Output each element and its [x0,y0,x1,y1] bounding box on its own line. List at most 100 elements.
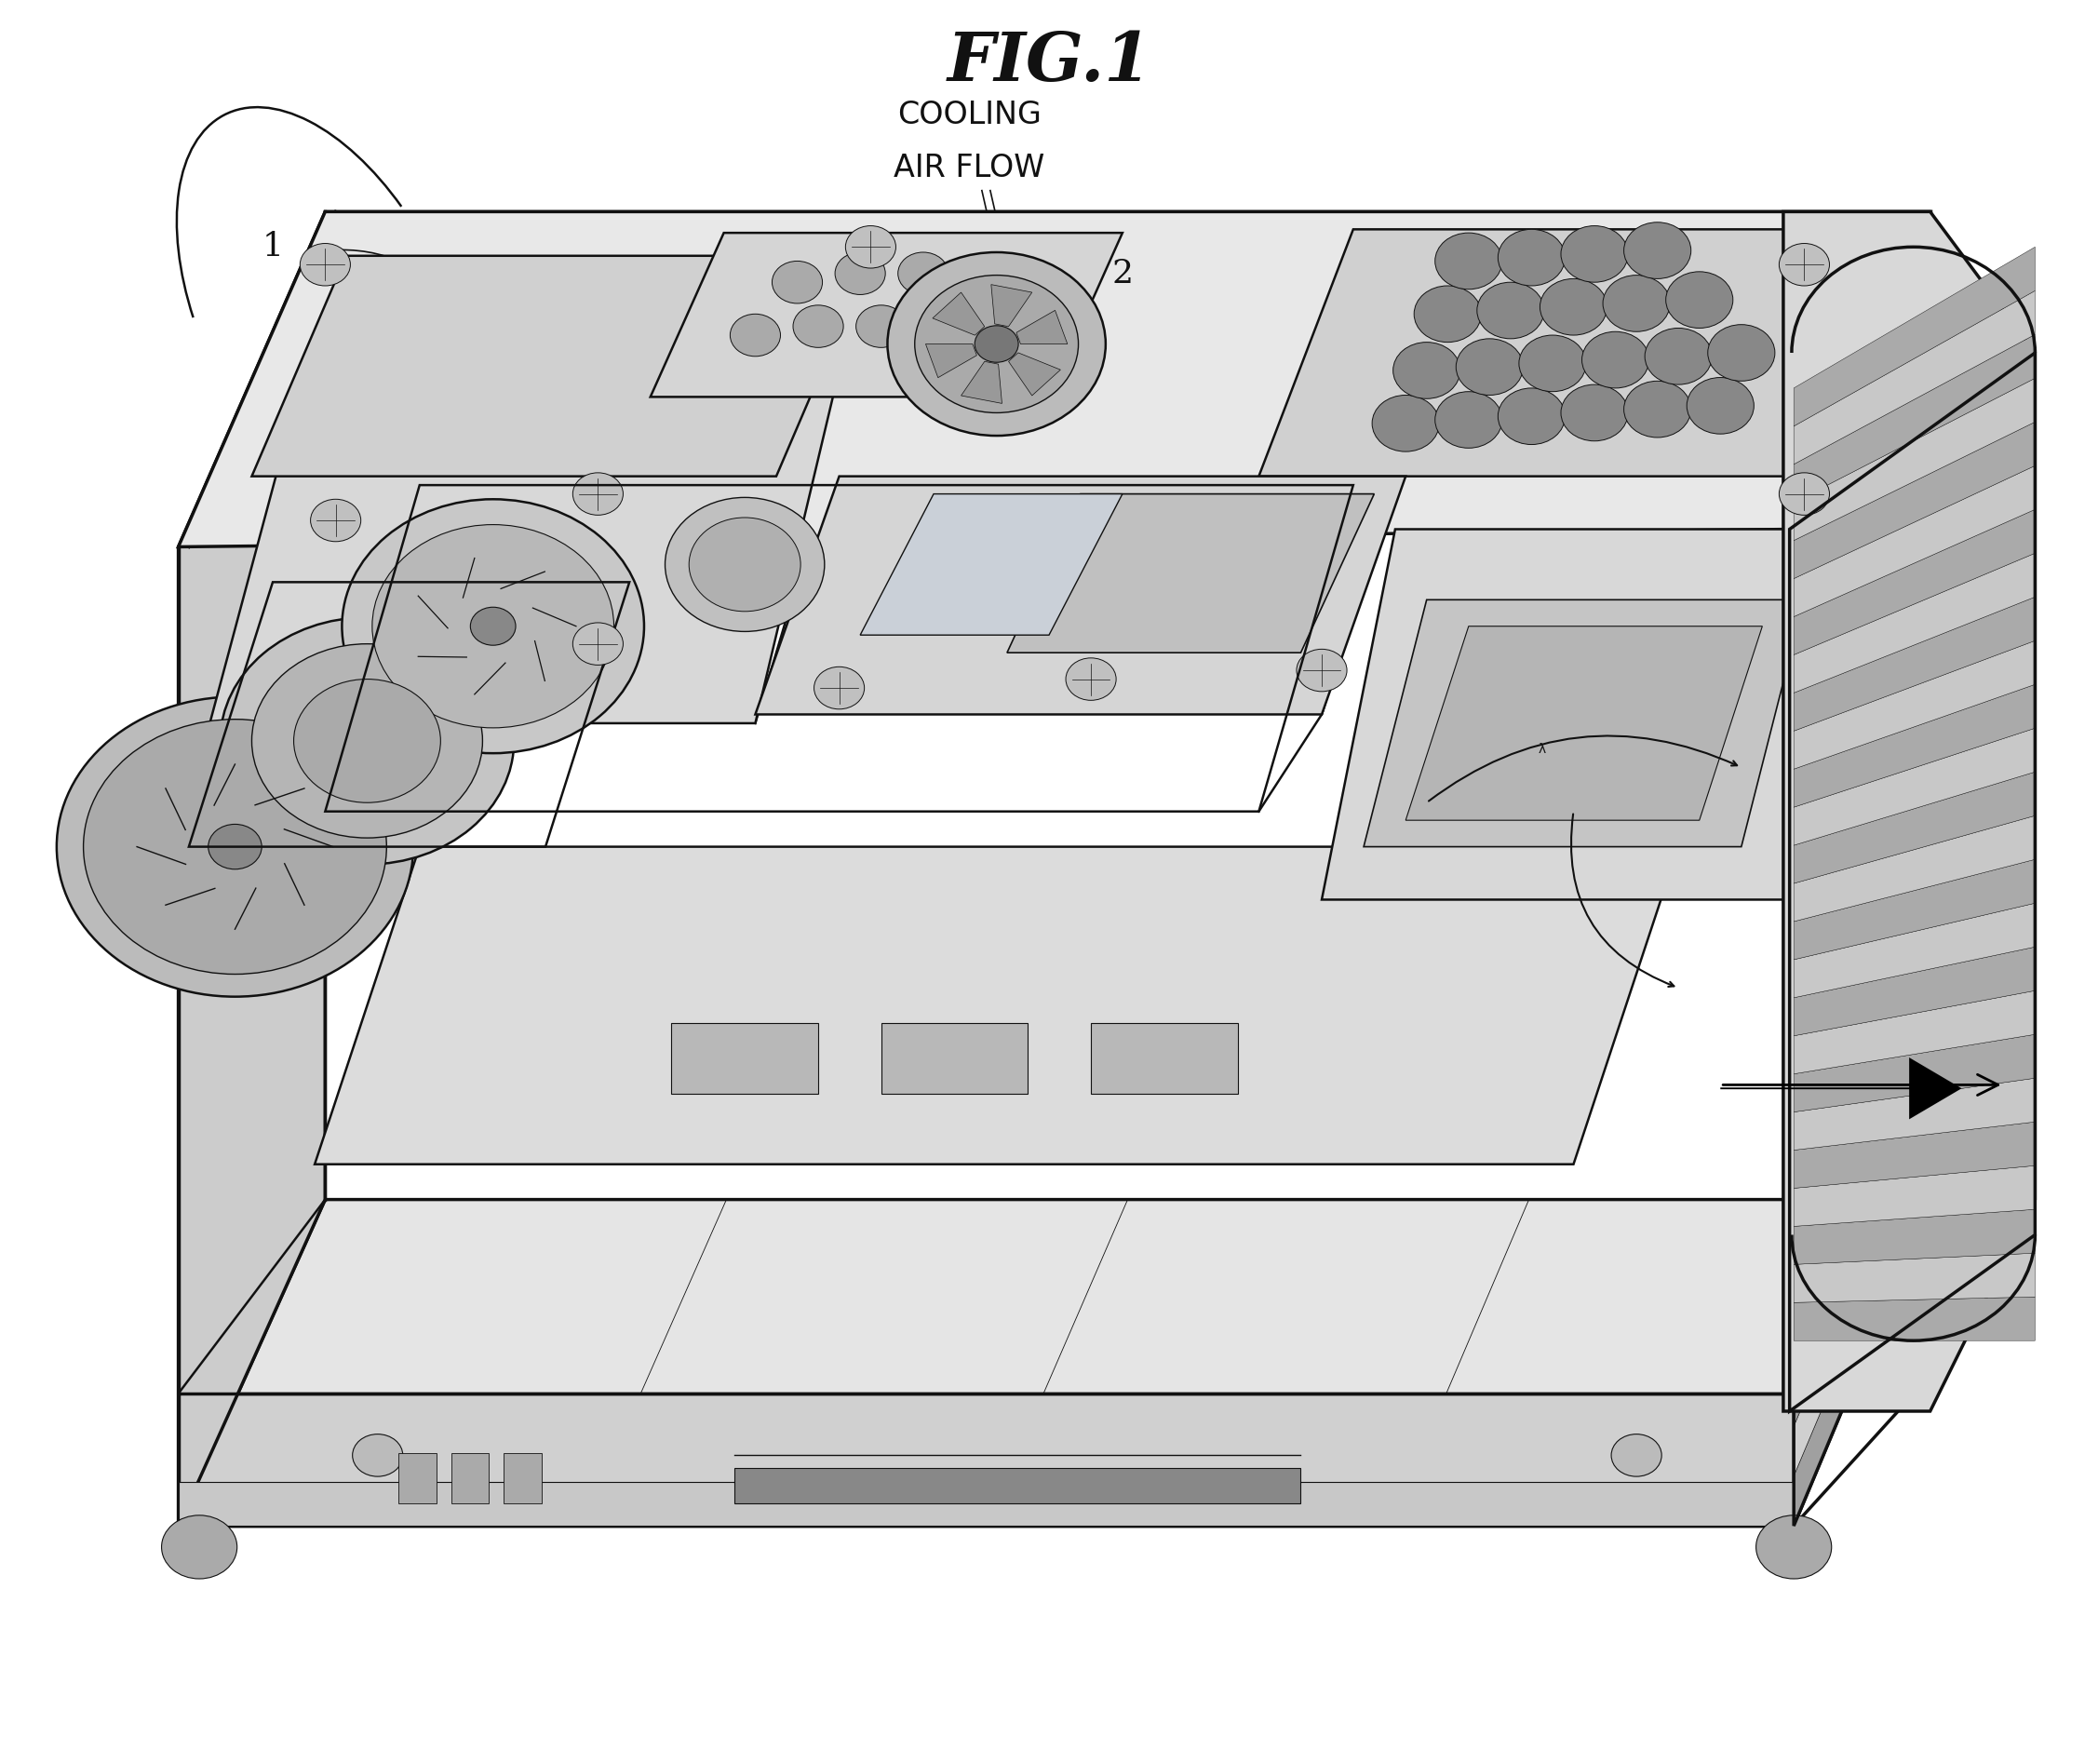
Circle shape [208,824,262,870]
Circle shape [470,607,516,646]
Circle shape [57,697,413,997]
Bar [451,1454,489,1503]
Text: COOLING: COOLING [898,99,1041,131]
Polygon shape [1009,353,1059,395]
Circle shape [976,326,1018,362]
Circle shape [856,305,906,348]
Circle shape [352,1434,403,1476]
Circle shape [1582,332,1649,388]
Text: 4: 4 [1605,372,1626,404]
Circle shape [1756,1515,1832,1579]
Circle shape [1372,395,1439,452]
Polygon shape [860,494,1122,635]
Circle shape [1779,243,1829,286]
Polygon shape [1794,914,1930,1277]
Polygon shape [210,370,839,723]
Bar [504,1454,541,1503]
Circle shape [1435,233,1502,289]
Circle shape [1779,473,1829,515]
Circle shape [1066,658,1116,700]
Circle shape [252,644,483,838]
Circle shape [1708,325,1775,381]
Polygon shape [1794,1034,2035,1111]
Polygon shape [1794,771,1930,1127]
Polygon shape [1794,247,2035,427]
Text: 3: 3 [1532,302,1553,333]
Polygon shape [1794,1252,2035,1302]
Circle shape [84,720,386,974]
Circle shape [1687,377,1754,434]
Circle shape [835,252,885,295]
Polygon shape [1794,818,1930,1177]
Circle shape [814,667,864,709]
Circle shape [1477,282,1544,339]
Text: AIR FLOW: AIR FLOW [894,152,1045,183]
Polygon shape [178,212,1930,547]
Polygon shape [734,1468,1301,1503]
Polygon shape [1794,422,2035,579]
Circle shape [294,679,441,803]
Circle shape [1540,279,1607,335]
Text: λ: λ [1538,743,1546,757]
Polygon shape [1364,600,1804,847]
Polygon shape [325,212,1930,247]
Circle shape [1561,385,1628,441]
Circle shape [915,275,1078,413]
Circle shape [1611,1434,1662,1476]
Polygon shape [252,256,871,476]
Text: 2: 2 [1783,972,1804,1004]
Circle shape [1603,275,1670,332]
Polygon shape [1794,628,1930,977]
Circle shape [887,252,1106,436]
Polygon shape [925,344,978,377]
Bar [399,1454,436,1503]
Polygon shape [1322,529,1846,900]
Polygon shape [755,476,1406,714]
Polygon shape [1794,596,2035,730]
Polygon shape [1794,1009,1930,1376]
Polygon shape [1794,1122,2035,1189]
FancyArrow shape [1720,1058,1962,1120]
Polygon shape [1794,291,2035,464]
Circle shape [573,473,623,515]
Polygon shape [1794,729,2035,845]
Circle shape [1456,339,1523,395]
Text: FIG.1: FIG.1 [946,28,1152,95]
Polygon shape [1794,342,1930,679]
Circle shape [1498,388,1565,445]
Polygon shape [1794,947,2035,1035]
Bar [671,1023,818,1094]
Polygon shape [1794,1152,1930,1526]
Circle shape [300,243,350,286]
Polygon shape [1794,533,1930,878]
Circle shape [1561,226,1628,282]
Polygon shape [1794,510,2035,654]
Circle shape [311,499,361,542]
Circle shape [845,226,896,268]
Polygon shape [1794,866,1930,1228]
Polygon shape [1794,485,1930,829]
Circle shape [688,517,801,612]
Polygon shape [650,233,1122,397]
Circle shape [1624,222,1691,279]
Text: 1: 1 [262,231,283,263]
Circle shape [371,524,615,729]
Polygon shape [1794,903,2035,998]
Polygon shape [1794,815,2035,921]
Circle shape [1393,342,1460,399]
Polygon shape [1794,1210,2035,1265]
Circle shape [793,305,843,348]
Circle shape [1414,286,1481,342]
Polygon shape [1794,335,2035,503]
Polygon shape [1794,466,2035,617]
Polygon shape [1794,247,1930,579]
Polygon shape [1783,212,2035,1411]
Polygon shape [1794,1166,2035,1226]
Polygon shape [1794,437,1930,778]
Polygon shape [1406,626,1762,820]
Polygon shape [1794,1297,2035,1341]
Polygon shape [1794,295,1930,630]
Circle shape [730,314,780,356]
Polygon shape [1794,554,2035,693]
Polygon shape [1794,640,2035,769]
